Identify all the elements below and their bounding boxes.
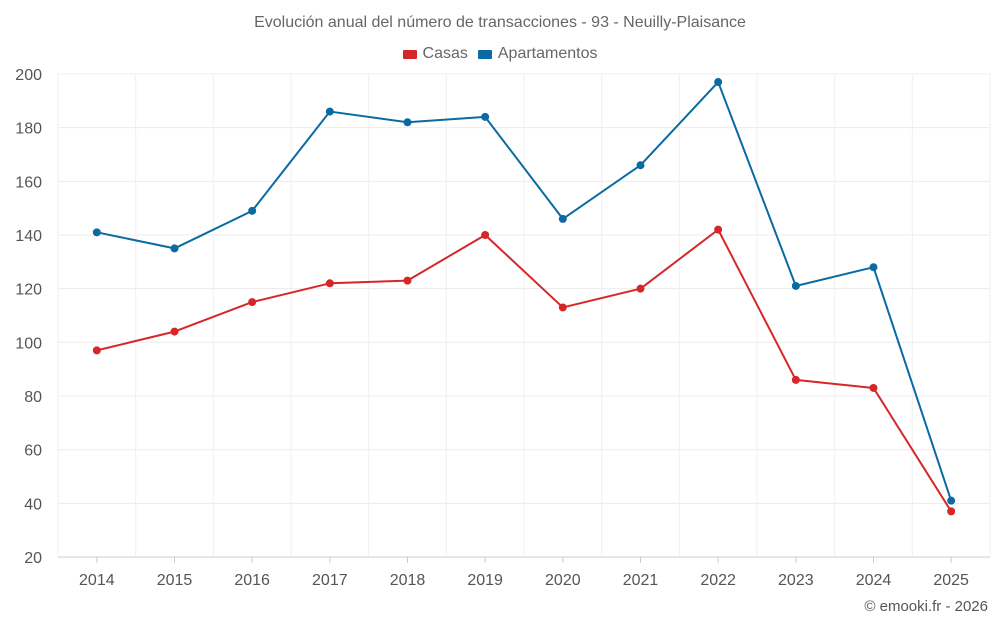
data-point-casas[interactable] bbox=[325, 279, 334, 288]
legend: Casas Apartamentos bbox=[0, 45, 1000, 63]
y-tick-label: 140 bbox=[15, 228, 42, 245]
data-point-apartamentos[interactable] bbox=[248, 206, 257, 215]
data-point-casas[interactable] bbox=[714, 225, 723, 234]
data-point-casas[interactable] bbox=[636, 284, 645, 293]
y-tick-label: 180 bbox=[15, 121, 42, 138]
legend-item-apartamentos[interactable]: Apartamentos bbox=[477, 45, 598, 63]
data-point-apartamentos[interactable] bbox=[92, 228, 101, 237]
x-tick-label: 2018 bbox=[390, 572, 426, 589]
data-point-casas[interactable] bbox=[248, 298, 257, 307]
x-tick-label: 2025 bbox=[933, 572, 969, 589]
legend-swatch-apartamentos bbox=[477, 49, 492, 59]
y-tick-label: 60 bbox=[24, 443, 42, 460]
x-tick-label: 2022 bbox=[700, 572, 736, 589]
x-tick-label: 2014 bbox=[79, 572, 115, 589]
credit-text: © emooki.fr - 2026 bbox=[864, 598, 988, 615]
x-tick-label: 2015 bbox=[157, 572, 193, 589]
x-tick-label: 2021 bbox=[623, 572, 659, 589]
y-tick-label: 160 bbox=[15, 174, 42, 191]
data-point-apartamentos[interactable] bbox=[558, 214, 567, 223]
data-point-apartamentos[interactable] bbox=[325, 107, 334, 116]
chart-title: Evolución anual del número de transaccio… bbox=[254, 14, 746, 31]
x-tick-label: 2016 bbox=[234, 572, 270, 589]
data-point-casas[interactable] bbox=[869, 383, 878, 392]
x-tick-label: 2024 bbox=[856, 572, 892, 589]
data-point-apartamentos[interactable] bbox=[170, 244, 179, 253]
x-tick-label: 2023 bbox=[778, 572, 814, 589]
data-point-apartamentos[interactable] bbox=[403, 118, 412, 127]
data-point-casas[interactable] bbox=[947, 507, 956, 516]
data-point-apartamentos[interactable] bbox=[714, 78, 723, 87]
data-point-apartamentos[interactable] bbox=[947, 496, 956, 505]
data-point-apartamentos[interactable] bbox=[869, 263, 878, 272]
x-tick-label: 2019 bbox=[467, 572, 503, 589]
data-point-casas[interactable] bbox=[403, 276, 412, 285]
data-point-casas[interactable] bbox=[481, 231, 490, 239]
data-point-casas[interactable] bbox=[558, 303, 567, 312]
legend-label-casas: Casas bbox=[422, 45, 468, 62]
series-line-apartamentos bbox=[96, 81, 953, 501]
series-line-casas bbox=[96, 228, 953, 512]
legend-item-casas[interactable]: Casas bbox=[402, 45, 468, 63]
y-tick-label: 200 bbox=[15, 67, 42, 84]
data-point-casas[interactable] bbox=[170, 327, 179, 336]
legend-label-apartamentos: Apartamentos bbox=[497, 45, 598, 62]
y-tick-label: 20 bbox=[24, 550, 42, 567]
y-tick-label: 40 bbox=[24, 496, 42, 513]
data-point-apartamentos[interactable] bbox=[481, 112, 490, 121]
x-tick-label: 2017 bbox=[312, 572, 348, 589]
data-point-casas[interactable] bbox=[791, 375, 800, 384]
y-tick-label: 100 bbox=[15, 335, 42, 352]
data-point-casas[interactable] bbox=[92, 346, 101, 355]
data-point-apartamentos[interactable] bbox=[791, 281, 800, 290]
y-tick-label: 80 bbox=[24, 389, 42, 406]
y-tick-label: 120 bbox=[15, 282, 42, 299]
data-point-apartamentos[interactable] bbox=[636, 161, 645, 170]
legend-swatch-casas bbox=[402, 49, 417, 59]
x-tick-label: 2020 bbox=[545, 572, 581, 589]
